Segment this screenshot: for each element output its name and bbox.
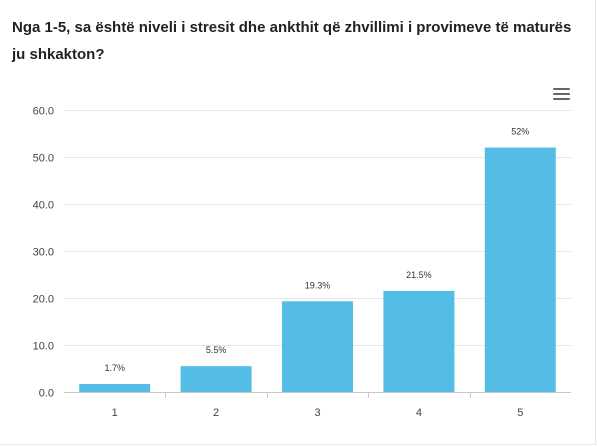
y-tick-label: 0.0 — [39, 388, 54, 400]
y-tick-label: 20.0 — [33, 294, 54, 306]
bar[interactable] — [79, 384, 151, 392]
label-layer: 0.0 10.0 20.0 30.0 40.0 50.0 60.0 1.7% 1 5.5% 2 19.… — [33, 106, 530, 420]
x-tick-label: 3 — [314, 407, 320, 419]
x-tick-label: 1 — [112, 407, 118, 419]
y-tick-label: 10.0 — [33, 341, 54, 353]
hamburger-menu-icon[interactable] — [553, 88, 570, 100]
menu-line — [553, 98, 570, 100]
data-label: 21.5% — [406, 270, 432, 280]
y-tick-label: 30.0 — [33, 247, 54, 259]
bar[interactable] — [484, 147, 556, 392]
x-tick-label: 2 — [213, 407, 219, 419]
x-tick-label: 4 — [416, 407, 422, 419]
data-label: 1.7% — [104, 363, 125, 373]
y-tick-label: 50.0 — [33, 153, 54, 165]
data-label: 5.5% — [206, 345, 227, 355]
bar[interactable] — [180, 366, 252, 392]
y-tick-label: 40.0 — [33, 200, 54, 212]
data-label: 52% — [511, 127, 529, 137]
menu-line — [553, 93, 570, 95]
menu-line — [553, 88, 570, 90]
x-tick-label: 5 — [517, 407, 523, 419]
bar[interactable] — [282, 301, 353, 392]
question-title: Nga 1-5, sa është niveli i stresit dhe a… — [12, 19, 572, 63]
bar[interactable] — [383, 290, 455, 392]
data-label: 19.3% — [305, 280, 331, 290]
bar-layer — [79, 147, 556, 392]
y-tick-label: 60.0 — [33, 106, 54, 118]
